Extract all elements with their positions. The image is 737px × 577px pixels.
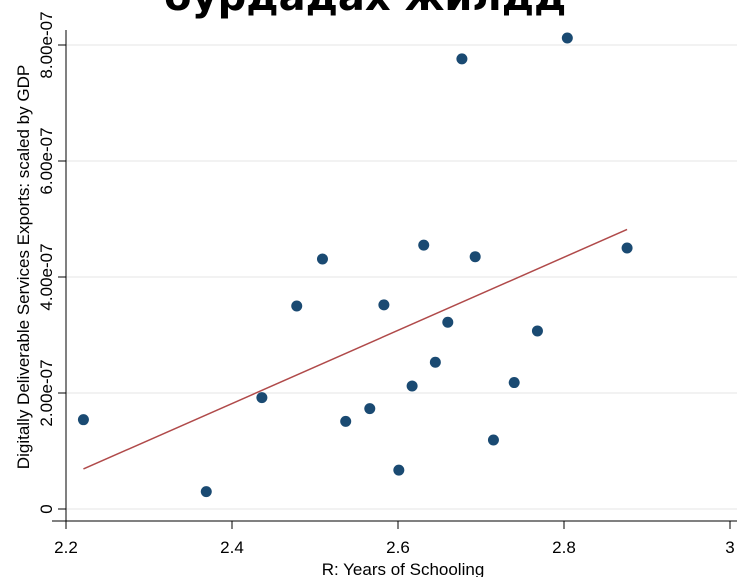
data-point [621, 242, 633, 254]
y-tick-label: 6.00e-07 [37, 127, 56, 194]
data-point [256, 392, 268, 404]
data-point [429, 356, 441, 368]
y-axis-label: Digitally Deliverable Services Exports: … [14, 65, 33, 469]
x-tick-label: 2.8 [552, 538, 576, 557]
data-point [418, 239, 430, 251]
data-point [487, 434, 499, 446]
axes: 0 2.00e-07 4.00e-07 6.00e-07 8.00e-07 2.2 2.4 2… [37, 11, 737, 557]
x-tick-label: 2.2 [54, 538, 78, 557]
data-point [340, 415, 352, 427]
x-axis-label: R: Years of Schooling [322, 560, 485, 577]
fit-line [83, 228, 628, 470]
x-tick-label: 2.6 [386, 538, 410, 557]
fit-line-group [83, 228, 628, 470]
data-points [77, 32, 633, 498]
data-point [364, 403, 376, 415]
gridlines [66, 44, 737, 510]
data-point [200, 486, 212, 498]
data-point [291, 300, 303, 312]
x-tick-label: 2.4 [220, 538, 244, 557]
y-tick-label: 8.00e-07 [37, 11, 56, 78]
x-tick-label: 3 [725, 538, 734, 557]
data-point [378, 299, 390, 311]
data-point [77, 414, 89, 426]
data-point [406, 380, 418, 392]
data-point [442, 316, 454, 328]
y-tick-label: 0 [37, 504, 56, 513]
data-point [508, 377, 520, 389]
data-point [393, 464, 405, 476]
y-tick-label: 4.00e-07 [37, 243, 56, 310]
data-point [316, 253, 328, 265]
data-point [561, 32, 573, 44]
data-point [456, 53, 468, 65]
data-point [469, 251, 481, 263]
chart-title: бурдадах жилдд [164, 0, 567, 20]
data-point [531, 325, 543, 337]
y-tick-label: 2.00e-07 [37, 359, 56, 426]
